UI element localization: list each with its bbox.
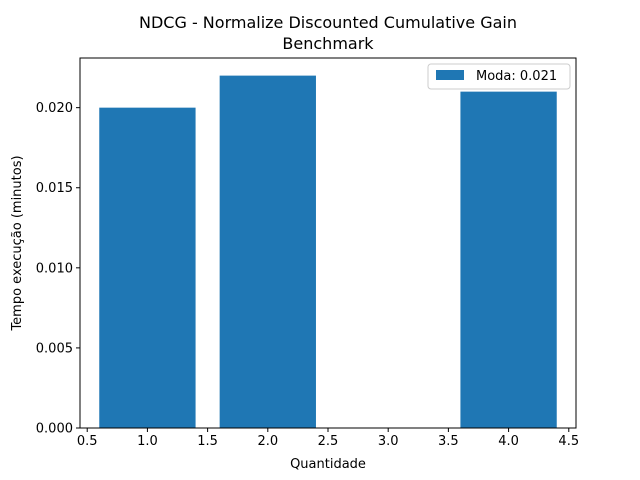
bar-2: [219, 75, 316, 428]
bar-3: [460, 91, 557, 429]
y-tick-label: 0.020: [36, 101, 73, 116]
bar-1: [99, 107, 196, 428]
y-axis-label: Tempo execução (minutos): [10, 155, 25, 331]
y-tick-label: 0.010: [36, 261, 73, 276]
x-tick-label: 4.0: [498, 434, 519, 449]
plot-area: 0.5 1.0 1.5 2.0 2.5 3.0 3.5 4.0 4.5 0.0000.0050.…: [36, 57, 579, 449]
x-ticks-group: 0.5 1.0 1.5 2.0 2.5 3.0 3.5 4.0 4.5: [77, 428, 579, 449]
y-ticks-group: 0.000 0.005 0.010 0.015 0.020: [36, 101, 80, 437]
y-tick-label: 0.015: [36, 181, 73, 196]
x-tick-label: 2.5: [318, 434, 339, 449]
chart-title: NDCG - Normalize Discounted Cumulative G…: [139, 13, 517, 32]
bars-group: [99, 75, 557, 429]
x-tick-label: 4.5: [558, 434, 579, 449]
chart-subtitle: Benchmark: [282, 34, 374, 53]
axes-frame: [79, 57, 577, 429]
legend: Moda: 0.021: [427, 63, 571, 90]
x-tick-label: 1.0: [137, 434, 158, 449]
legend-swatch: [436, 70, 464, 80]
x-axis-label: Quantidade: [290, 457, 366, 472]
x-tick-label: 0.5: [77, 434, 98, 449]
x-tick-label: 3.5: [438, 434, 459, 449]
x-tick-label: 3.0: [378, 434, 399, 449]
legend-label: Moda: 0.021: [476, 69, 557, 84]
y-tick-label: 0.000: [36, 422, 73, 437]
y-tick-label: 0.005: [36, 341, 73, 356]
x-tick-label: 1.5: [197, 434, 218, 449]
x-tick-label: 2.0: [257, 434, 278, 449]
